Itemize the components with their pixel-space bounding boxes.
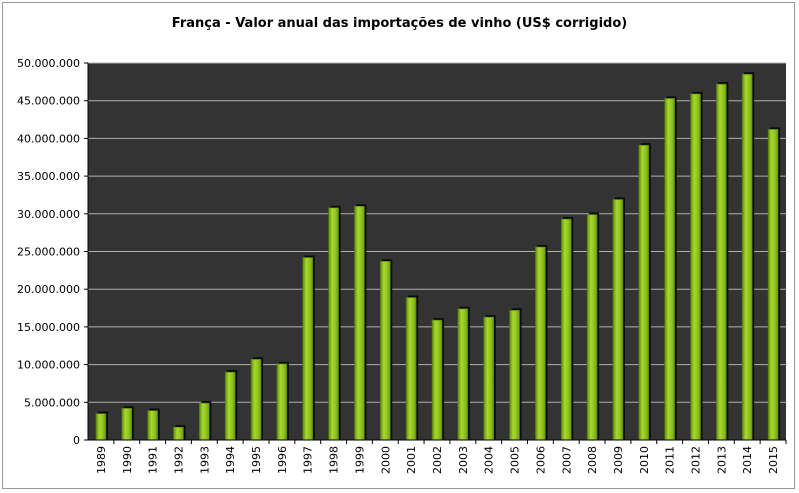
bar-2008 [586, 214, 598, 441]
x-tick-label: 2005 [509, 446, 522, 474]
bar-2011 [664, 98, 675, 441]
y-tick-label: 30.000.000 [17, 208, 80, 221]
x-tick-label: 1997 [302, 446, 315, 474]
bar-1992 [173, 426, 184, 441]
y-axis-ticks: 0 5.000.000 10.000.000 15.000.000 20.000.000… [17, 57, 89, 447]
x-axis-ticks: 1989 1990 1991 1992 1993 1994 1995 1996 1997 1998… [88, 439, 787, 474]
bar-1993 [199, 402, 210, 441]
bar-1990 [121, 408, 133, 441]
bar-2001 [405, 297, 417, 441]
x-tick-label: 1991 [147, 446, 160, 474]
bar-1989 [95, 413, 107, 441]
x-tick-label: 1999 [353, 446, 366, 474]
bar-1995 [250, 359, 262, 441]
y-tick-label: 0 [73, 434, 80, 447]
bar-2009 [612, 199, 624, 441]
x-tick-label: 2003 [457, 446, 470, 474]
bar-2012 [690, 93, 701, 441]
bar-2010 [638, 144, 650, 441]
y-tick-label: 5.000.000 [24, 396, 80, 409]
x-tick-label: 2006 [534, 446, 547, 474]
y-tick-label: 40.000.000 [17, 132, 80, 145]
x-tick-label: 2013 [715, 446, 728, 474]
x-tick-label: 1996 [276, 446, 289, 474]
x-tick-label: 2009 [612, 446, 625, 474]
bars [95, 72, 781, 441]
bar-2000 [379, 261, 391, 441]
bar-2002 [431, 319, 443, 441]
x-tick-label: 1990 [121, 446, 134, 474]
y-tick-label: 35.000.000 [17, 170, 80, 183]
x-tick-label: 2008 [586, 446, 599, 474]
bar-2005 [509, 310, 520, 441]
bar-2007 [560, 218, 572, 441]
x-tick-label: 1998 [328, 446, 341, 474]
x-tick-label: 2000 [379, 446, 392, 474]
bar-1996 [276, 363, 288, 441]
bar-2003 [457, 308, 469, 441]
x-tick-label: 1994 [224, 446, 237, 474]
chart-title: França - Valor anual das importações de … [171, 16, 628, 31]
x-tick-label: 2012 [690, 446, 703, 474]
bar-1997 [302, 257, 314, 441]
bar-1998 [328, 207, 339, 441]
bar-1991 [147, 410, 158, 441]
bar-1994 [224, 371, 236, 441]
y-tick-label: 45.000.000 [17, 95, 80, 108]
x-tick-label: 2011 [664, 446, 677, 474]
x-tick-label: 2004 [483, 446, 496, 474]
bar-1999 [354, 205, 365, 441]
bar-2006 [535, 246, 546, 441]
bar-2004 [483, 316, 495, 441]
y-tick-label: 10.000.000 [17, 359, 80, 372]
x-tick-label: 1992 [172, 446, 185, 474]
bar-2013 [716, 83, 727, 441]
x-tick-label: 2007 [560, 446, 573, 474]
x-tick-label: 2002 [431, 446, 444, 474]
x-tick-label: 2014 [741, 446, 754, 474]
bar-2014 [741, 74, 753, 441]
y-tick-label: 15.000.000 [17, 321, 80, 334]
x-tick-label: 1989 [95, 446, 108, 474]
x-tick-label: 2015 [767, 446, 780, 474]
y-tick-label: 25.000.000 [17, 246, 80, 259]
x-tick-label: 2010 [638, 446, 651, 474]
y-tick-label: 20.000.000 [17, 283, 80, 296]
bar-2015 [767, 129, 779, 441]
x-tick-label: 1993 [198, 446, 211, 474]
x-tick-label: 2001 [405, 446, 418, 474]
y-tick-label: 50.000.000 [17, 57, 80, 70]
x-tick-label: 1995 [250, 446, 263, 474]
